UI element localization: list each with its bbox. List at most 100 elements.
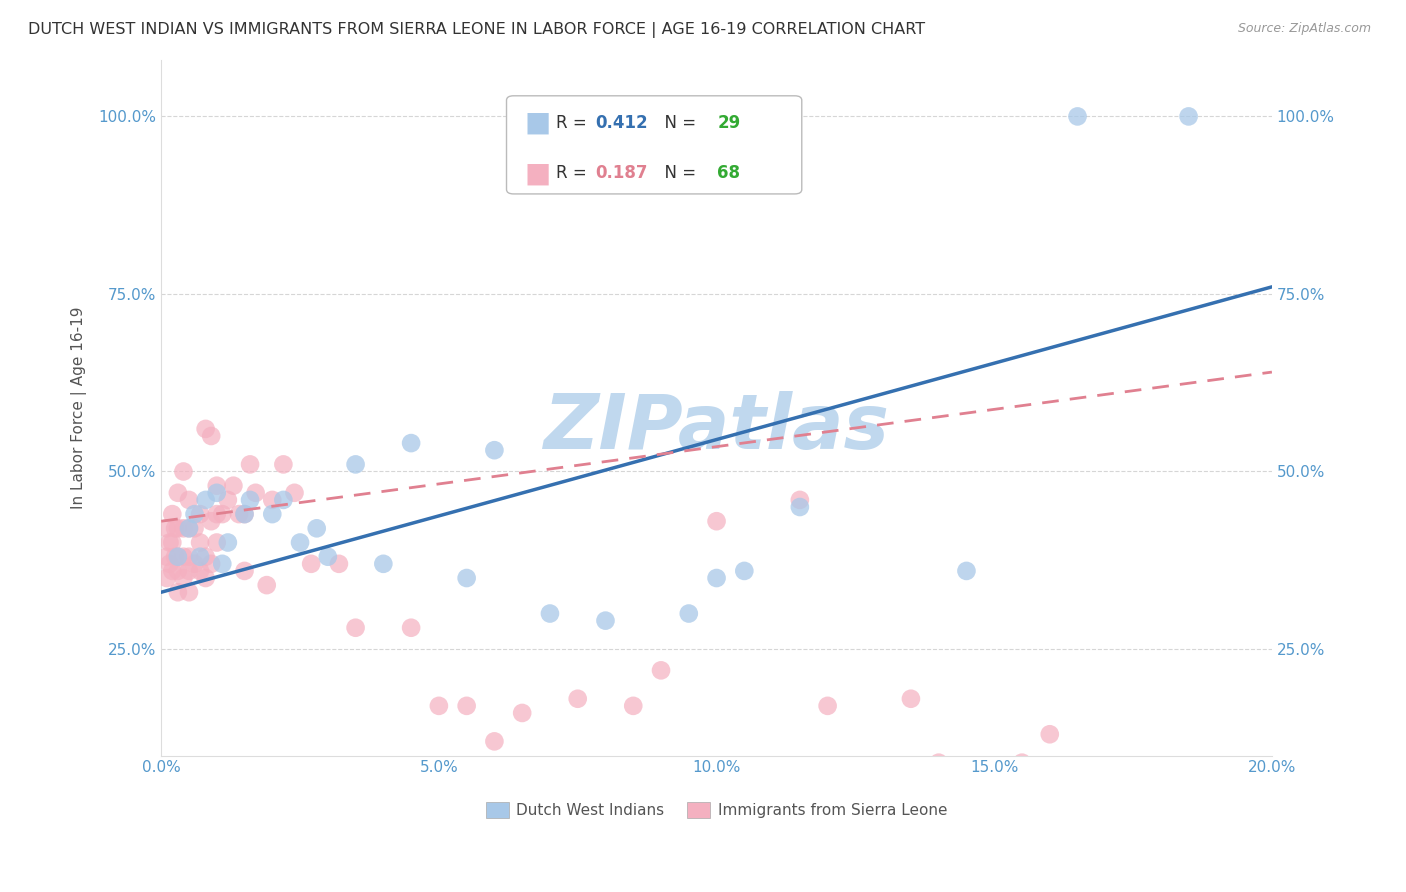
Point [200,514,222,528]
Point [205,535,228,549]
Point [156,571,179,585]
Point [177,521,200,535]
Point [159,535,181,549]
Point [205,507,228,521]
Point [817,698,839,713]
Point [194,549,217,564]
Point [211,557,233,571]
Point [262,492,284,507]
Point [222,479,245,493]
Text: DUTCH WEST INDIAN VS IMMIGRANTS FROM SIERRA LEONE IN LABOR FORCE | AGE 16-19 COR: DUTCH WEST INDIAN VS IMMIGRANTS FROM SIE… [28,22,925,38]
Text: 0.412: 0.412 [595,113,648,131]
Point [567,691,589,706]
Point [217,492,239,507]
Point [159,557,181,571]
Text: 0.187: 0.187 [595,164,648,182]
Y-axis label: In Labor Force | Age 16-19: In Labor Force | Age 16-19 [72,306,87,508]
Point [188,549,211,564]
Point [299,557,322,571]
Point [162,507,184,521]
Point [538,607,561,621]
Point [217,535,239,549]
Text: 68: 68 [717,164,741,182]
Point [955,564,977,578]
Point [484,443,506,458]
Point [262,507,284,521]
Point [1011,756,1033,770]
Point [233,564,256,578]
Point [205,485,228,500]
Text: ■: ■ [524,160,551,187]
Point [399,621,422,635]
Point [165,549,187,564]
Point [205,479,228,493]
Point [678,607,700,621]
Point [789,492,811,507]
Point [167,549,190,564]
Point [305,521,328,535]
Point [316,549,339,564]
Point [706,514,728,528]
Point [165,521,187,535]
Point [183,557,205,571]
Point [188,564,211,578]
Point [1039,727,1062,741]
Point [273,492,295,507]
Point [650,664,672,678]
Point [167,564,190,578]
Point [900,691,922,706]
Text: ZIPatlas: ZIPatlas [544,392,890,466]
Point [344,621,367,635]
Point [177,521,200,535]
Text: N =: N = [654,164,702,182]
Text: Source: ZipAtlas.com: Source: ZipAtlas.com [1237,22,1371,36]
Point [245,485,267,500]
Point [256,578,278,592]
Point [456,571,478,585]
Point [233,507,256,521]
Point [177,492,200,507]
Point [733,564,755,578]
Point [427,698,450,713]
Point [194,571,217,585]
Point [172,521,194,535]
Point [177,585,200,599]
Point [399,436,422,450]
Point [595,614,617,628]
Point [283,485,305,500]
Point [456,698,478,713]
Point [167,585,190,599]
Point [172,549,194,564]
Point [1066,110,1088,124]
Point [328,557,350,571]
Text: ■: ■ [524,109,551,136]
Point [789,500,811,514]
Point [167,485,190,500]
Point [156,521,179,535]
Text: R =: R = [555,113,592,131]
Text: N =: N = [654,113,702,131]
Point [273,458,295,472]
Point [239,458,262,472]
Point [928,756,950,770]
Point [188,507,211,521]
Point [167,549,190,564]
Point [344,458,367,472]
Point [183,521,205,535]
Point [194,492,217,507]
Point [162,564,184,578]
Point [200,429,222,443]
Point [172,571,194,585]
Legend: Dutch West Indians, Immigrants from Sierra Leone: Dutch West Indians, Immigrants from Sier… [479,797,953,824]
Point [183,507,205,521]
Point [200,557,222,571]
Point [172,465,194,479]
Point [706,571,728,585]
Point [177,549,200,564]
Point [233,507,256,521]
Point [484,734,506,748]
Point [156,549,179,564]
Point [621,698,644,713]
Point [211,507,233,521]
Point [1177,110,1199,124]
